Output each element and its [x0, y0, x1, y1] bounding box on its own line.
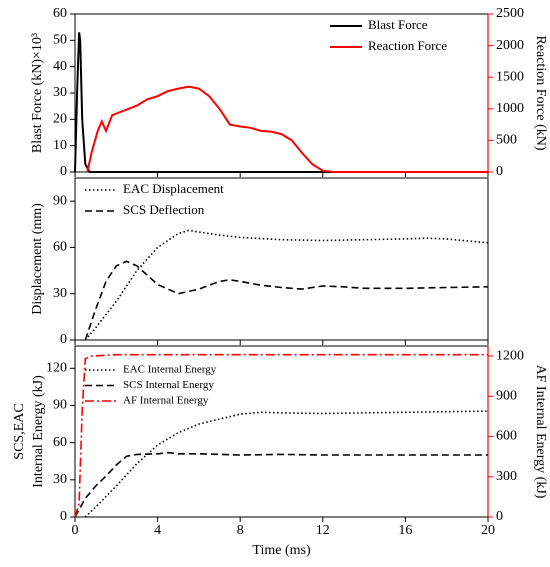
y2-tick-label: 1000 — [496, 101, 524, 116]
legend-label: Blast Force — [368, 17, 428, 32]
y-tick-label: 0 — [60, 509, 67, 524]
y-tick-label: 60 — [53, 240, 67, 255]
legend-label: SCS Deflection — [123, 202, 205, 217]
x-tick-label: 0 — [72, 523, 79, 538]
y-tick-label: 90 — [53, 193, 67, 208]
y2-tick-label: 1500 — [496, 69, 524, 84]
x-tick-label: 20 — [481, 523, 495, 538]
y2-tick-label: 1200 — [496, 348, 524, 363]
y-tick-label: 60 — [53, 435, 67, 450]
data-line — [74, 32, 488, 173]
y-tick-label: 0 — [60, 164, 67, 179]
y-axis-label: SCS,EAC — [12, 403, 27, 459]
y-tick-label: 120 — [46, 361, 67, 376]
plot-frame — [74, 177, 489, 341]
y-axis-label: Displacement (mm) — [30, 203, 45, 315]
y2-tick-label: 500 — [496, 133, 517, 148]
y2-tick-label: 0 — [496, 164, 503, 179]
y2-tick-label: 600 — [496, 429, 517, 444]
y-tick-label: 20 — [53, 112, 67, 127]
y-tick-label: 30 — [53, 85, 67, 100]
y-tick-label: 0 — [60, 332, 67, 347]
y2-tick-label: 300 — [496, 469, 517, 484]
data-line — [84, 260, 489, 341]
y-tick-label: 10 — [53, 138, 67, 153]
y2-tick-label: 900 — [496, 389, 517, 404]
x-axis-label: Time (ms) — [252, 543, 311, 558]
y-tick-label: 50 — [53, 33, 67, 48]
x-tick-label: 4 — [154, 523, 161, 538]
x-tick-label: 12 — [316, 523, 330, 538]
y2-axis-label: AF Internal Energy (kJ) — [533, 365, 548, 499]
data-line — [86, 85, 488, 173]
y-axis-label: Blast Force (kN)×10³ — [30, 33, 45, 153]
legend-label: AF Internal Energy — [123, 395, 209, 407]
y2-tick-label: 0 — [496, 509, 503, 524]
y-tick-label: 40 — [53, 59, 67, 74]
x-tick-label: 8 — [237, 523, 244, 538]
data-line — [74, 451, 488, 518]
y2-tick-label: 2000 — [496, 38, 524, 53]
legend-label: EAC Displacement — [123, 181, 224, 196]
data-line — [74, 353, 488, 518]
y2-axis-label: Reaction Force (kN) — [533, 35, 548, 150]
legend-label: SCS Internal Energy — [123, 379, 214, 391]
y-tick-label: 30 — [53, 472, 67, 487]
legend-label: EAC Internal Energy — [123, 364, 217, 376]
y-tick-label: 60 — [53, 6, 67, 21]
y-tick-label: 90 — [53, 398, 67, 413]
data-line — [84, 410, 489, 518]
y2-tick-label: 2500 — [496, 6, 524, 21]
data-line — [84, 229, 489, 341]
y-axis-label: Internal Energy (kJ) — [31, 375, 46, 488]
y-tick-label: 30 — [53, 286, 67, 301]
x-tick-label: 16 — [398, 523, 412, 538]
legend-label: Reaction Force — [368, 38, 447, 53]
